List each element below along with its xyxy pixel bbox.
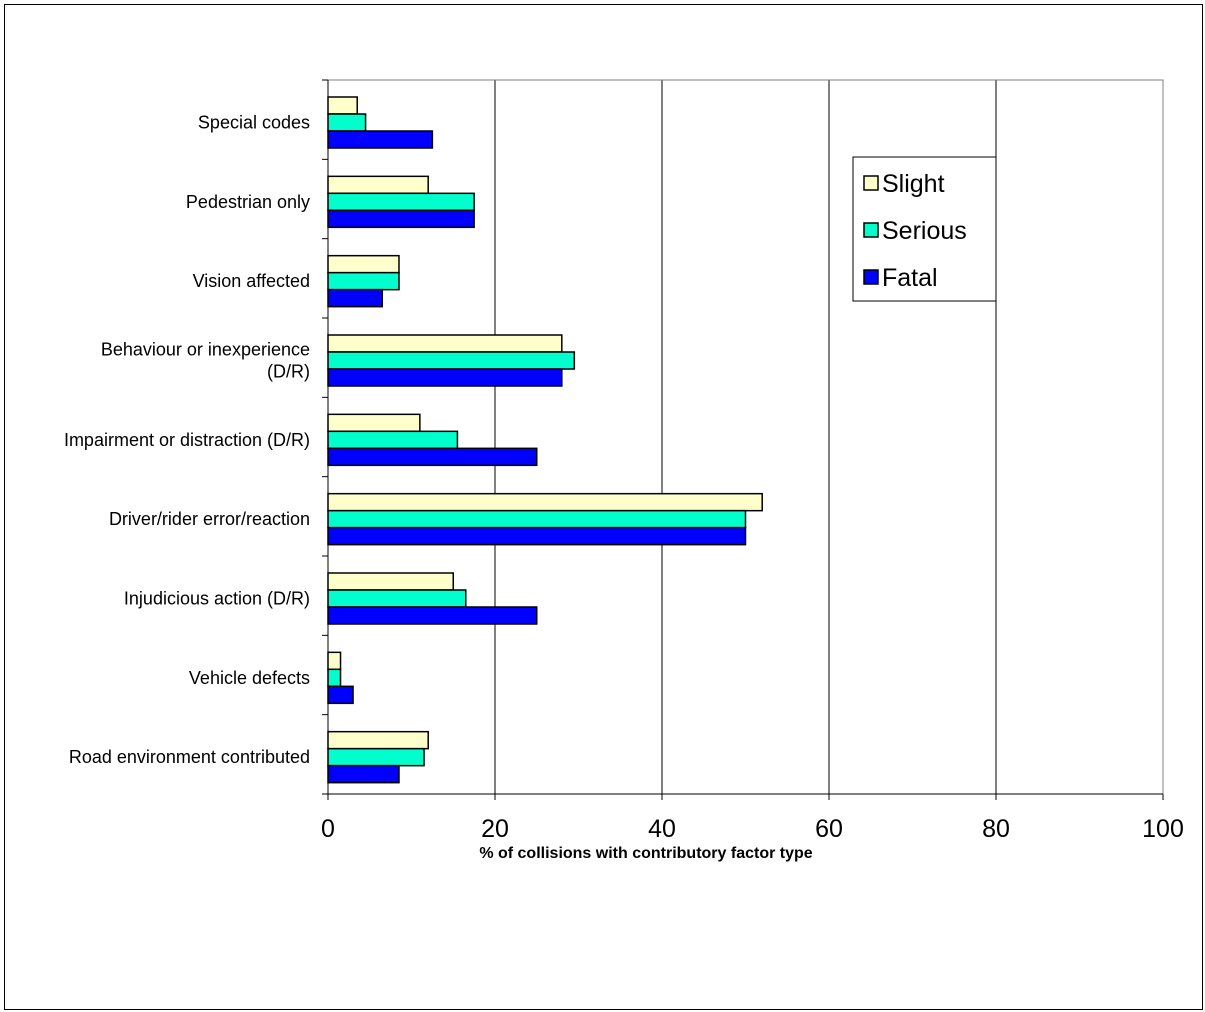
x-tick-label: 100	[1142, 815, 1184, 843]
category-label: Pedestrian only	[186, 192, 310, 212]
category-label: Injudicious action (D/R)	[124, 589, 310, 609]
bar-slight	[327, 96, 358, 115]
bar-fatal	[327, 764, 400, 784]
bar-slight	[327, 651, 342, 671]
legend-label-slight: Slight	[882, 170, 945, 198]
bar-serious	[327, 589, 467, 608]
category-label: Vision affected	[193, 271, 310, 291]
bar-fatal	[327, 685, 354, 705]
bar-fatal	[327, 130, 434, 149]
axes	[322, 79, 1164, 800]
legend-swatch-serious	[863, 222, 879, 238]
bar-slight	[327, 175, 429, 195]
bar-slight	[327, 254, 400, 274]
bar-slight	[327, 492, 763, 512]
bar-serious	[327, 351, 576, 370]
legend-label-fatal: Fatal	[882, 264, 938, 292]
bar-slight	[327, 334, 563, 353]
bar-serious	[327, 271, 400, 291]
bar-slight	[327, 572, 454, 591]
bar-slight	[327, 730, 429, 750]
bars	[327, 96, 763, 784]
bar-fatal	[327, 209, 475, 229]
category-labels: Special codes Pedestrian only Vision affec…	[64, 113, 310, 768]
category-label: Special codes	[198, 113, 310, 133]
bar-fatal	[327, 288, 384, 308]
bar-serious	[327, 430, 459, 450]
x-axis-title: % of collisions with contributory factor…	[479, 845, 812, 862]
category-label: Impairment or distraction (D/R)	[64, 430, 310, 450]
category-label: Road environment contributed	[69, 747, 310, 767]
gridlines	[494, 80, 1164, 794]
legend-swatch-slight	[863, 175, 879, 191]
bar-fatal	[327, 368, 563, 387]
x-tick-label: 60	[815, 815, 843, 843]
bar-fatal	[327, 606, 538, 625]
bar-slight	[327, 413, 421, 433]
x-tick-label: 40	[648, 815, 676, 843]
category-label: Driver/rider error/reaction	[109, 509, 310, 529]
legend-swatch-fatal	[863, 269, 879, 285]
bar-serious	[327, 509, 747, 529]
x-tick-label: 80	[982, 815, 1010, 843]
bar-fatal	[327, 526, 747, 546]
bar-serious	[327, 668, 342, 688]
x-tick-label: 0	[321, 815, 335, 843]
category-label: Vehicle defects	[189, 668, 310, 688]
legend: Slight Serious Fatal	[852, 156, 997, 302]
legend-label-serious: Serious	[882, 217, 967, 245]
category-label: Behaviour or inexperience (D/R)	[101, 340, 310, 382]
bar-serious	[327, 113, 367, 132]
bar-serious	[327, 747, 425, 767]
bar-serious	[327, 192, 475, 212]
bar-fatal	[327, 447, 538, 467]
x-tick-labels: 0 20 40 60 80 100	[321, 815, 1184, 843]
x-tick-label: 20	[481, 815, 509, 843]
